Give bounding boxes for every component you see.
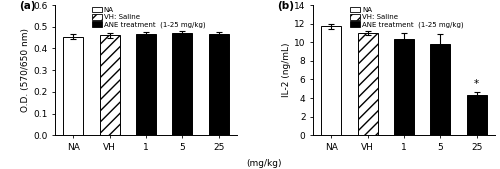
Bar: [430, 44, 450, 135]
Text: (b): (b): [277, 1, 294, 11]
Text: (a): (a): [18, 1, 36, 11]
Text: (mg/kg): (mg/kg): [246, 159, 282, 168]
Y-axis label: O.D. (570/650 nm): O.D. (570/650 nm): [21, 28, 30, 112]
Bar: [394, 39, 414, 135]
Bar: [208, 34, 229, 135]
Y-axis label: IL-2 (ng/mL): IL-2 (ng/mL): [282, 43, 292, 97]
Text: *: *: [474, 79, 480, 89]
Bar: [136, 34, 156, 135]
Bar: [358, 33, 378, 135]
Legend: NA, VH: Saline, ANE treatment  (1-25 mg/kg): NA, VH: Saline, ANE treatment (1-25 mg/k…: [350, 6, 464, 29]
Legend: NA, VH: Saline, ANE treatment  (1-25 mg/kg): NA, VH: Saline, ANE treatment (1-25 mg/k…: [91, 6, 206, 29]
Bar: [64, 37, 83, 135]
Bar: [322, 26, 342, 135]
Bar: [467, 95, 486, 135]
Bar: [100, 35, 119, 135]
Bar: [172, 33, 192, 135]
